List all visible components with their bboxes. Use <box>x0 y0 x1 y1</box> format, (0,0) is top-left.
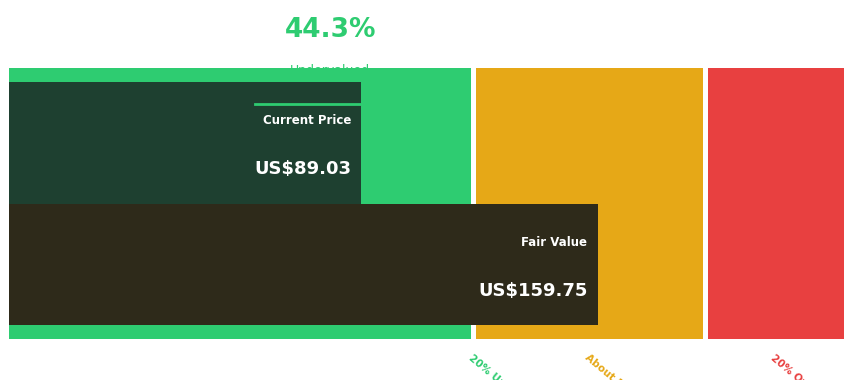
Bar <box>9 82 473 325</box>
Bar <box>473 325 705 339</box>
Text: Current Price: Current Price <box>262 114 351 127</box>
Bar <box>9 325 473 339</box>
Bar <box>705 325 843 339</box>
Bar <box>9 68 473 82</box>
Bar <box>702 55 707 339</box>
Text: US$159.75: US$159.75 <box>477 282 587 300</box>
Text: 20% Undervalued: 20% Undervalued <box>466 353 552 380</box>
Bar <box>705 82 843 325</box>
Text: Fair Value: Fair Value <box>521 236 587 249</box>
Bar <box>470 55 475 339</box>
Bar <box>9 204 596 325</box>
Bar <box>473 68 705 82</box>
Text: 20% Overvalued: 20% Overvalued <box>768 353 848 380</box>
Text: US$89.03: US$89.03 <box>254 160 351 179</box>
Text: 44.3%: 44.3% <box>285 17 376 43</box>
Bar <box>473 82 705 325</box>
Text: About Right: About Right <box>582 353 642 380</box>
Bar <box>9 82 361 204</box>
Bar <box>705 68 843 82</box>
Text: Undervalued: Undervalued <box>290 64 370 78</box>
